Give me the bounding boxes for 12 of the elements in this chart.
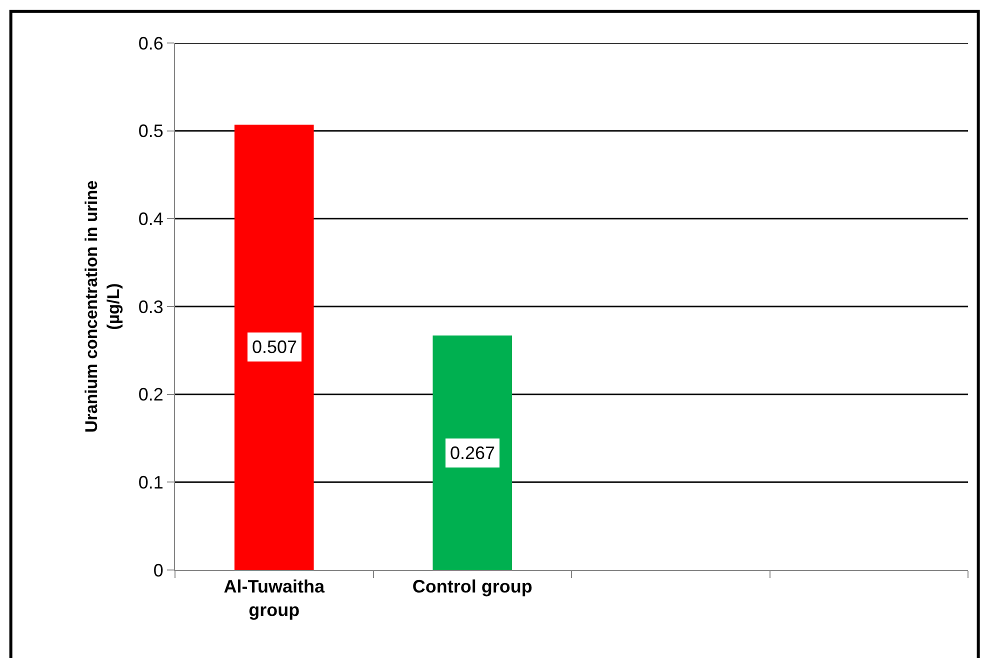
y-tick-label: 0.6 [138,33,164,54]
data-label: 0.507 [252,337,298,357]
y-tick-label: 0.3 [138,296,164,317]
y-tick-label: 0 [153,560,164,580]
x-tick-label: Al-Tuwaitha group [224,576,326,620]
y-tick-label: 0.2 [138,384,164,405]
x-tick-label: Control group [412,576,532,597]
y-axis-title: Uranium concentration in urine (µg/L) [82,180,123,433]
data-label: 0.267 [450,443,496,463]
y-tick-label: 0.1 [138,472,164,492]
y-tick-label: 0.5 [138,121,164,142]
y-tick-label: 0.4 [138,208,164,229]
